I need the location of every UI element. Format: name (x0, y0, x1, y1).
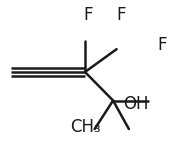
Text: OH: OH (124, 95, 149, 113)
Text: F: F (84, 6, 93, 24)
Text: F: F (158, 36, 167, 54)
Text: F: F (116, 6, 126, 24)
Text: CH₃: CH₃ (70, 118, 100, 136)
